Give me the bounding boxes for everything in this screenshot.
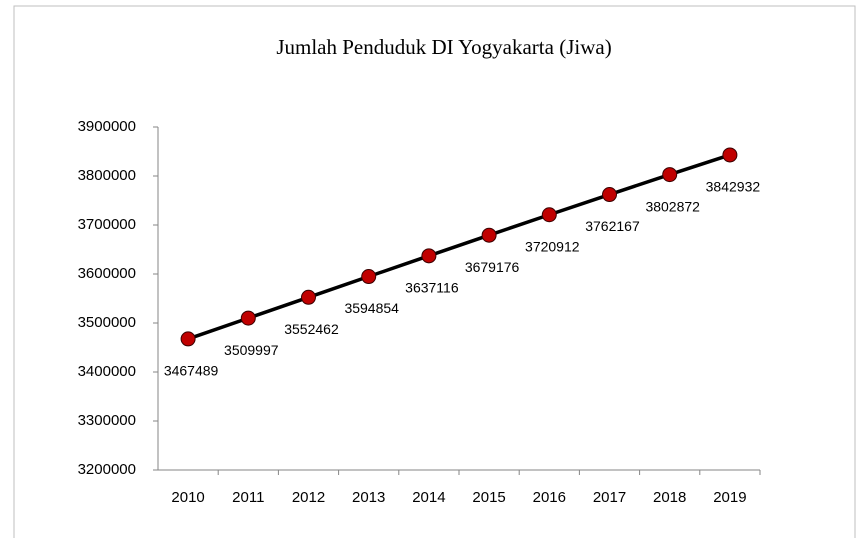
data-point (481, 227, 497, 243)
y-tick-label: 3700000 (78, 216, 136, 233)
y-tick-label: 3500000 (78, 314, 136, 331)
x-tick-label: 2016 (533, 489, 566, 506)
y-tick-label: 3200000 (78, 461, 136, 478)
data-label: 3467489 (164, 363, 219, 379)
data-label: 3594854 (344, 300, 399, 316)
x-tick-label: 2011 (232, 489, 264, 506)
y-tick-label: 3300000 (78, 412, 136, 429)
data-point (541, 207, 557, 223)
data-line (187, 153, 731, 341)
x-tick-label: 2014 (412, 489, 445, 506)
x-tick-label: 2013 (352, 489, 385, 506)
x-tick-label: 2015 (472, 489, 505, 506)
y-tick-label: 3900000 (78, 118, 136, 135)
data-point (361, 269, 377, 285)
y-tick-label: 3400000 (78, 363, 136, 380)
x-tick-label: 2019 (713, 489, 746, 506)
x-tick-label: 2018 (653, 489, 686, 506)
chart-frame (13, 5, 856, 538)
data-label: 3509997 (224, 342, 279, 358)
data-point (722, 147, 738, 163)
y-tick-label: 3800000 (78, 167, 136, 184)
x-tick-label: 2017 (593, 489, 626, 506)
data-point (240, 310, 256, 326)
data-point (301, 289, 316, 305)
data-label: 3720912 (525, 238, 580, 254)
x-tick-label: 2012 (292, 489, 325, 506)
data-point (421, 248, 437, 264)
x-tick-label: 2010 (171, 489, 204, 506)
data-label: 3842932 (706, 179, 761, 195)
chart-title: Jumlah Penduduk DI Yogyakarta (Jiwa) (276, 35, 611, 59)
data-label: 3802872 (645, 198, 700, 214)
data-point (180, 331, 196, 347)
y-tick-label: 3600000 (78, 265, 136, 282)
data-label: 3679176 (465, 259, 520, 275)
data-point (662, 167, 678, 183)
data-point (602, 187, 617, 203)
data-label: 3552462 (284, 321, 339, 337)
data-label: 3762167 (585, 218, 640, 234)
data-label: 3637116 (405, 280, 459, 296)
